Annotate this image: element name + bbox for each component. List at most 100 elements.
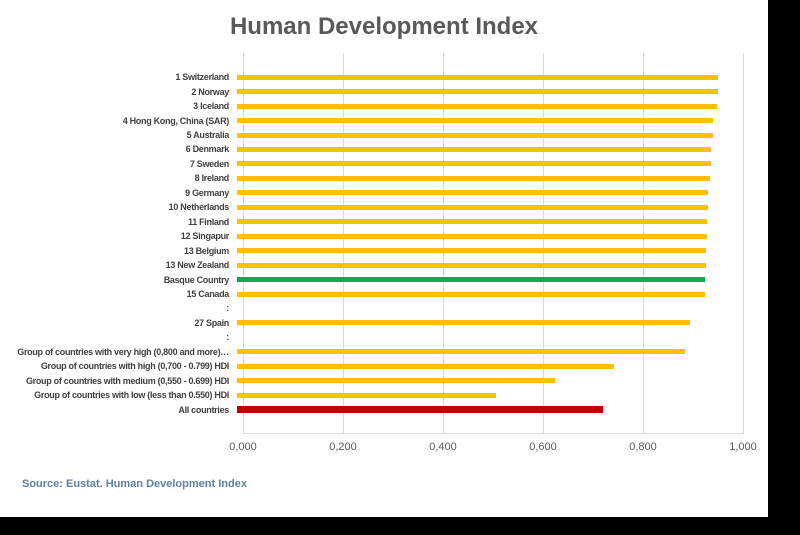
bar-row: 13 New Zealand [0,258,744,272]
bar-track [237,374,737,388]
bar-row: 8 Ireland [0,171,744,185]
bar-row: Group of countries with medium (0,550 - … [0,374,744,388]
bar-row: 27 Spain [0,316,744,330]
x-axis-tick-label: 0,200 [329,441,357,453]
bar-track [237,70,737,84]
category-label: 12 Singapur [180,231,230,242]
gridline [343,53,344,433]
x-axis-tick-label: 1,000 [729,441,757,453]
category-label: 27 Spain [194,317,229,328]
category-label: 3 Iceland [193,101,229,112]
bar-track [237,287,737,301]
hdi-bar [237,262,706,268]
hdi-bar [237,132,713,138]
hdi-bar [237,146,711,152]
category-label: All countries [178,404,229,415]
bar-track [237,301,737,315]
category-label: 1 Switzerland [175,72,229,83]
source-note: Source: Eustat. Human Development Index [22,478,247,490]
hdi-bar [237,204,708,210]
bar-row: Group of countries with very high (0,800… [0,345,744,359]
gridline [243,53,244,433]
bar-track [237,388,737,402]
bar-rows: 1 Switzerland 2 Norway 3 Iceland 4 Hong Kon… [0,70,744,417]
bar-row: All countries [0,402,744,416]
bar-row: 15 Canada [0,287,744,301]
bar-track [237,402,737,416]
category-label: 10 Netherlands [168,202,230,213]
bar-row: 12 Singapur [0,229,744,243]
bar-row: : [0,330,744,344]
gridline [543,53,544,433]
bar-track [237,330,737,344]
gridline [643,53,644,433]
bar-track [237,258,737,272]
x-axis-tick-label: 0,800 [629,441,657,453]
bar-track [237,345,737,359]
hdi-bar [237,277,705,283]
chart-title: Human Development Index [229,13,539,40]
bar-row: 7 Sweden [0,157,744,171]
hdi-bar [237,406,603,414]
bar-row: Group of countries with high (0,700 - 0.… [0,359,744,373]
gridline [443,53,444,433]
hdi-bar [237,175,710,181]
hdi-bar [237,349,685,355]
x-axis-tick-label: 0,400 [429,441,457,453]
bar-row: 3 Iceland [0,99,744,113]
bar-row: 10 Netherlands [0,200,744,214]
bar-row: 11 Finland [0,215,744,229]
hdi-bar [237,378,555,384]
bar-track [237,229,737,243]
category-label: 9 Germany [185,187,229,198]
hdi-bar [237,89,718,95]
hdi-bar [237,103,717,109]
category-label: 13 Belgium [183,245,229,256]
hdi-bar [237,363,614,369]
bar-row: 5 Australia [0,128,744,142]
bar-track [237,99,737,113]
bar-track [237,142,737,156]
bar-track [237,316,737,330]
bar-track [237,359,737,373]
hdi-bar [237,190,708,196]
category-label: 7 Sweden [189,158,229,169]
category-label: Group of countries with low (less than 0… [34,390,229,401]
hdi-bar [237,291,705,297]
hdi-bar [237,320,690,326]
bar-row: 6 Denmark [0,142,744,156]
bar-row: Basque Country [0,272,744,286]
hdi-bar [237,219,707,225]
bar-track [237,186,737,200]
x-axis-tick-label: 0,600 [529,441,557,453]
category-label: 6 Denmark [185,144,230,155]
category-label: Group of countries with high (0,700 - 0.… [40,361,229,372]
bar-row: 1 Switzerland [0,70,744,84]
bar-track [237,113,737,127]
category-label: 4 Hong Kong, China (SAR) [122,115,230,126]
bar-row: 9 Germany [0,186,744,200]
category-label: 8 Ireland [194,173,230,184]
category-label: 13 New Zealand [165,260,230,271]
hdi-bar [237,161,711,167]
category-label: : [226,303,229,314]
category-label: Group of countries with medium (0,550 - … [25,375,229,386]
chart-canvas: Human Development Index 1 Switzerland 2 N… [0,0,768,517]
gridline [743,53,744,433]
hdi-bar [237,233,707,239]
bar-track [237,157,737,171]
bar-row: 2 Norway [0,84,744,98]
bar-track [237,128,737,142]
x-axis-tick-label: 0,000 [229,441,257,453]
bar-track [237,243,737,257]
hdi-bar [237,118,713,124]
bar-track [237,171,737,185]
bar-track [237,84,737,98]
bar-row: : [0,301,744,315]
bar-row: Group of countries with low (less than 0… [0,388,744,402]
bar-track [237,200,737,214]
category-label: 5 Australia [186,130,230,141]
category-label: 2 Norway [191,86,229,97]
x-axis-line [243,433,744,434]
